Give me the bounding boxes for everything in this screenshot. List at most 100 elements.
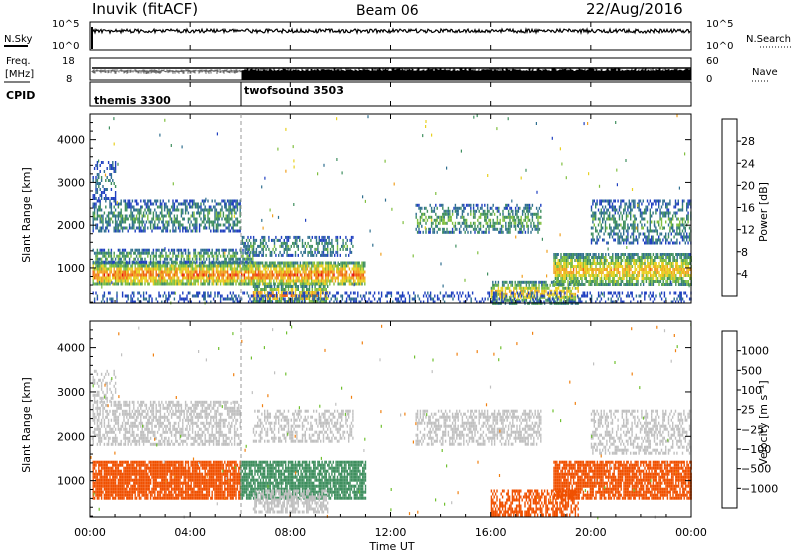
power-cell bbox=[106, 267, 108, 271]
power-cell bbox=[634, 283, 636, 286]
power-cell bbox=[526, 215, 528, 219]
power-cell bbox=[357, 270, 359, 274]
power-cell bbox=[315, 276, 317, 280]
power-cell bbox=[257, 285, 259, 288]
power-cell bbox=[126, 226, 128, 230]
power-cell bbox=[166, 257, 169, 261]
power-cell bbox=[571, 259, 573, 262]
power-cell bbox=[257, 261, 260, 265]
power-cell bbox=[307, 253, 309, 257]
power-cell bbox=[328, 241, 330, 245]
power-cell bbox=[243, 241, 245, 245]
power-cell bbox=[649, 271, 652, 274]
power-cell bbox=[560, 262, 562, 265]
power-cell bbox=[621, 271, 624, 274]
power-cell bbox=[207, 251, 209, 255]
power-cell bbox=[232, 254, 234, 258]
power-cell bbox=[205, 276, 208, 280]
power-cell bbox=[567, 262, 569, 265]
power-cell bbox=[617, 268, 620, 271]
power-cell bbox=[135, 202, 138, 206]
power-cell bbox=[563, 298, 565, 302]
power-cell bbox=[95, 205, 97, 209]
power-cell bbox=[549, 295, 551, 299]
power-cell bbox=[328, 238, 330, 242]
power-cell bbox=[134, 251, 136, 255]
power-cell bbox=[279, 294, 281, 297]
power-cell bbox=[103, 188, 106, 191]
power-cell bbox=[107, 276, 110, 280]
power-cell bbox=[607, 274, 610, 277]
power-cell bbox=[415, 215, 417, 219]
power-cell bbox=[229, 211, 232, 215]
power-cell bbox=[182, 229, 184, 233]
power-cell bbox=[224, 273, 226, 277]
power-cell bbox=[210, 264, 212, 268]
power-cell bbox=[261, 235, 263, 239]
power-cell bbox=[644, 262, 646, 265]
power-cell bbox=[256, 264, 258, 268]
power-cell bbox=[340, 264, 342, 268]
power-cell bbox=[327, 273, 330, 277]
power-cell bbox=[254, 300, 256, 303]
power-cell bbox=[507, 212, 510, 216]
power-cell bbox=[107, 267, 110, 271]
power-cell bbox=[524, 218, 527, 222]
power-cell bbox=[105, 199, 107, 203]
power-cell bbox=[510, 206, 513, 210]
power-cell bbox=[572, 253, 575, 256]
power-cell bbox=[221, 264, 223, 268]
power-cell bbox=[292, 288, 294, 291]
power-cell bbox=[655, 265, 657, 268]
power-cell bbox=[198, 273, 201, 277]
power-cell bbox=[527, 203, 529, 207]
power-cell bbox=[137, 202, 139, 206]
power-cell bbox=[130, 211, 132, 215]
power-cell bbox=[652, 280, 655, 283]
power-cell bbox=[554, 256, 557, 259]
power-cell bbox=[347, 279, 349, 283]
power-cell bbox=[556, 289, 558, 293]
power-cell bbox=[301, 238, 304, 242]
power-cell bbox=[275, 300, 277, 303]
power-cell bbox=[613, 271, 615, 274]
power-cell bbox=[274, 282, 276, 286]
power-cell bbox=[307, 241, 309, 245]
power-cell bbox=[135, 270, 138, 274]
power-cell bbox=[200, 279, 202, 283]
power-cell bbox=[235, 260, 237, 264]
power-cell bbox=[203, 251, 205, 255]
power-cell bbox=[506, 292, 508, 296]
power-cell bbox=[103, 170, 106, 173]
power-cell bbox=[600, 253, 603, 256]
power-cell bbox=[612, 262, 614, 265]
power-cell bbox=[454, 227, 457, 231]
power-cell bbox=[189, 254, 191, 258]
power-cell bbox=[507, 286, 509, 290]
power-cell bbox=[255, 238, 258, 242]
power-cell bbox=[228, 229, 230, 233]
power-cell bbox=[510, 283, 512, 287]
power-cell bbox=[232, 276, 234, 280]
power-cell bbox=[278, 264, 281, 268]
power-cell bbox=[612, 274, 614, 277]
power-cell bbox=[131, 226, 134, 230]
power-cell bbox=[140, 273, 142, 277]
power-cell bbox=[114, 229, 117, 233]
power-cell bbox=[261, 288, 263, 291]
power-cell bbox=[126, 254, 128, 258]
power-cell bbox=[520, 289, 522, 293]
power-cell bbox=[317, 300, 319, 303]
power-cell bbox=[261, 270, 264, 274]
power-cell bbox=[177, 220, 180, 224]
power-cell bbox=[184, 199, 187, 203]
power-cell bbox=[120, 257, 122, 261]
power-cell bbox=[121, 276, 124, 280]
power-cell bbox=[158, 220, 160, 224]
power-cell bbox=[249, 264, 251, 268]
power-cell bbox=[109, 173, 111, 176]
power-cell bbox=[430, 221, 433, 225]
power-cell bbox=[201, 276, 204, 280]
power-cell bbox=[224, 254, 226, 258]
power-cell bbox=[324, 288, 326, 291]
